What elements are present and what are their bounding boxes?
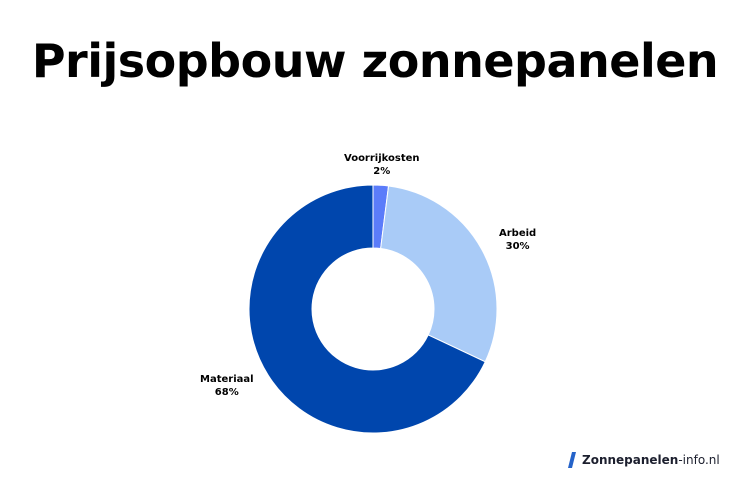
slice-label-value: 30% (505, 241, 530, 252)
slice-label-voorrijkosten: Voorrijkosten 2% (344, 152, 420, 178)
brand-watermark: Zonnepanelen-info.nl (568, 452, 720, 468)
donut-slice-arbeid (380, 185, 498, 363)
chart-title: Prijsopbouw zonnepanelen (31, 34, 719, 88)
slice-label-materiaal: Materiaal 68% (200, 373, 254, 399)
slice-label-name: Voorrijkosten (344, 153, 420, 164)
brand-suffix: -info.nl (678, 453, 720, 467)
slice-label-value: 68% (214, 387, 239, 398)
slice-label-name: Arbeid (499, 228, 537, 239)
slice-label-name: Materiaal (200, 374, 254, 385)
slice-label-arbeid: Arbeid 30% (499, 227, 536, 253)
slice-label-value: 2% (373, 166, 391, 177)
logo-mark-icon (568, 452, 576, 468)
donut-slice-materiaal (248, 184, 486, 434)
brand-name: Zonnepanelen (582, 453, 679, 467)
